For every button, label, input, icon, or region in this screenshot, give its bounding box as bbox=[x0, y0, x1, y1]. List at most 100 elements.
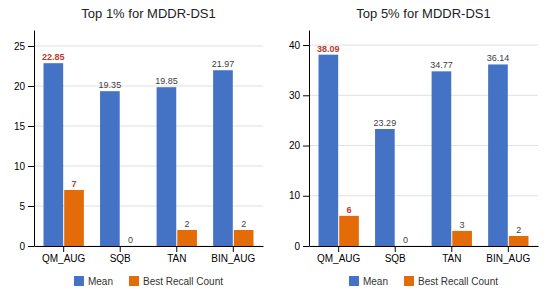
tick-mark bbox=[233, 246, 234, 252]
tick: BIN_AUG bbox=[486, 246, 530, 264]
tick-label: QM_AUG bbox=[42, 253, 86, 264]
data-label: 6 bbox=[347, 205, 352, 215]
tick-mark bbox=[338, 246, 339, 252]
tick-label: 15 bbox=[14, 121, 26, 132]
tick: 5 bbox=[19, 201, 34, 212]
tick: 40 bbox=[289, 40, 309, 51]
tick: TAN bbox=[442, 246, 461, 264]
data-label: 22.85 bbox=[42, 52, 65, 62]
plot-area: 0510152025QM_AUGSQBTANBIN_AUG22.8519.351… bbox=[14, 31, 264, 265]
data-label: 0 bbox=[128, 235, 133, 245]
data-labels: 38.0923.2934.7736.146032 bbox=[317, 44, 521, 245]
data-label: 34.77 bbox=[430, 60, 453, 70]
axis-line bbox=[310, 246, 539, 247]
data-label: 21.97 bbox=[212, 59, 235, 69]
tick-mark bbox=[303, 45, 309, 46]
tick-mark bbox=[28, 46, 34, 47]
data-label: 3 bbox=[460, 220, 465, 230]
bar bbox=[177, 230, 197, 246]
tick: TAN bbox=[167, 246, 186, 264]
data-label: 0 bbox=[403, 235, 408, 245]
tick-mark bbox=[120, 246, 121, 252]
bar bbox=[339, 216, 359, 246]
chart-title: Top 5% for MDDR-DS1 bbox=[356, 6, 490, 21]
tick-mark bbox=[176, 246, 177, 252]
tick: SQB bbox=[110, 246, 131, 264]
axis-line bbox=[35, 246, 264, 247]
bar bbox=[44, 63, 64, 246]
grid-line bbox=[309, 45, 538, 46]
tick-label: SQB bbox=[110, 253, 131, 264]
tick-mark bbox=[28, 126, 34, 127]
bar bbox=[509, 236, 529, 246]
tick-mark bbox=[303, 196, 309, 197]
chart-panel: Top 5% for MDDR-DS1010203040QM_AUGSQBTAN… bbox=[289, 6, 539, 287]
y-axis: 0 5 10 15 20 25 bbox=[14, 31, 35, 252]
y-axis: 010203040 bbox=[289, 31, 310, 252]
tick-mark bbox=[303, 95, 309, 96]
legend-swatch bbox=[349, 276, 359, 286]
data-label: 2 bbox=[185, 219, 190, 229]
tick-label: QM_AUG bbox=[317, 253, 361, 264]
bar bbox=[396, 246, 416, 247]
tick-mark bbox=[451, 246, 452, 252]
legend-swatch bbox=[74, 276, 84, 286]
legend-item: Mean bbox=[74, 276, 113, 287]
grid-line bbox=[34, 46, 263, 47]
legend-label: Best Recall Count bbox=[418, 276, 498, 287]
tick-mark bbox=[28, 166, 34, 167]
chart-canvas: Top 1% for MDDR-DS10510152025QM_AUGSQBTA… bbox=[0, 0, 550, 300]
tick-label: 0 bbox=[19, 241, 25, 252]
tick: 0 bbox=[294, 241, 309, 252]
plot-area: 010203040QM_AUGSQBTANBIN_AUG38.0923.2934… bbox=[289, 31, 539, 265]
tick-mark bbox=[508, 246, 509, 252]
tick: 20 bbox=[14, 81, 34, 92]
tick-label: 30 bbox=[289, 90, 301, 101]
tick-mark bbox=[63, 246, 64, 252]
bar bbox=[234, 230, 254, 246]
bars bbox=[319, 55, 529, 246]
tick-mark bbox=[28, 206, 34, 207]
tick: 10 bbox=[289, 190, 309, 201]
data-label: 23.29 bbox=[374, 118, 397, 128]
tick: 15 bbox=[14, 121, 34, 132]
tick: QM_AUG bbox=[42, 246, 86, 264]
data-label: 2 bbox=[516, 225, 521, 235]
tick: SQB bbox=[385, 246, 406, 264]
x-axis: QM_AUG SQB TAN BIN_AUG bbox=[35, 246, 264, 264]
axis-line bbox=[34, 31, 35, 247]
tick-mark bbox=[28, 86, 34, 87]
tick: 10 bbox=[14, 161, 34, 172]
legend-label: Mean bbox=[88, 276, 113, 287]
legend-label: Best Recall Count bbox=[143, 276, 223, 287]
bar bbox=[213, 70, 233, 246]
tick-label: SQB bbox=[385, 253, 406, 264]
tick: QM_AUG bbox=[317, 246, 361, 264]
tick-label: 25 bbox=[14, 41, 26, 52]
legend: Mean Best Recall Count bbox=[74, 276, 223, 287]
tick-mark bbox=[395, 246, 396, 252]
legend: Mean Best Recall Count bbox=[349, 276, 498, 287]
tick-label: BIN_AUG bbox=[486, 253, 530, 264]
bar bbox=[64, 190, 84, 246]
tick: 30 bbox=[289, 90, 309, 101]
tick-label: TAN bbox=[167, 253, 186, 264]
legend-item: Mean bbox=[349, 276, 388, 287]
legend-swatch bbox=[129, 276, 139, 286]
bar bbox=[432, 71, 452, 246]
bar bbox=[452, 231, 472, 246]
bar bbox=[100, 91, 120, 246]
data-label: 19.35 bbox=[99, 80, 122, 90]
tick-label: 10 bbox=[14, 161, 26, 172]
bars bbox=[44, 63, 254, 246]
tick-label: 20 bbox=[14, 81, 26, 92]
legend-item: Best Recall Count bbox=[129, 276, 223, 287]
data-label: 36.14 bbox=[487, 53, 510, 63]
tick-label: 10 bbox=[289, 190, 301, 201]
tick-label: BIN_AUG bbox=[211, 253, 255, 264]
tick-label: 0 bbox=[294, 241, 300, 252]
grid bbox=[34, 46, 263, 246]
grid bbox=[309, 45, 538, 246]
chart-panel: Top 1% for MDDR-DS10510152025QM_AUGSQBTA… bbox=[14, 6, 264, 287]
data-label: 2 bbox=[241, 219, 246, 229]
